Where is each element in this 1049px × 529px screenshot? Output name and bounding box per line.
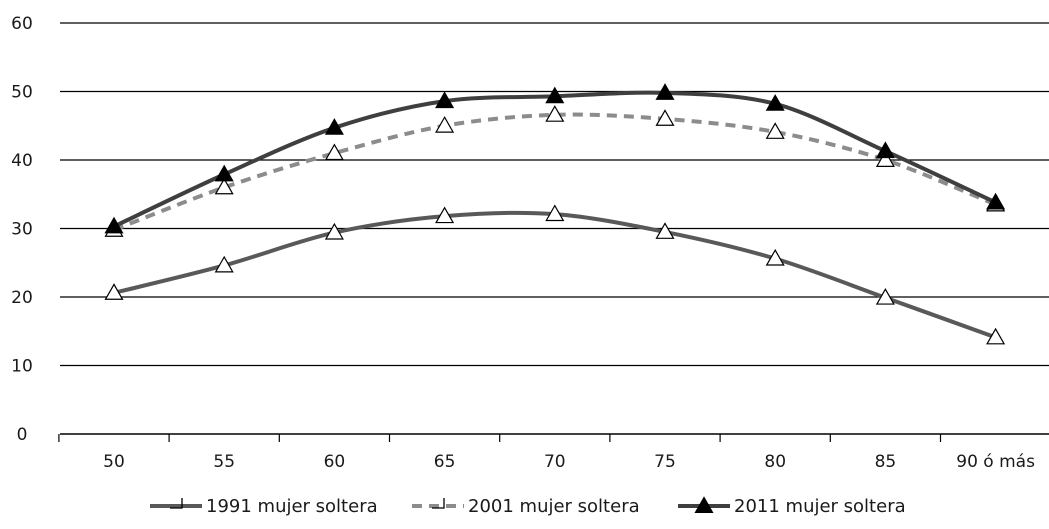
data-point-marker xyxy=(655,109,675,126)
data-point-marker xyxy=(435,206,455,224)
data-point-marker xyxy=(214,255,234,273)
legend-swatch-marker xyxy=(694,496,714,513)
data-point-marker xyxy=(765,122,785,139)
data-point-marker xyxy=(875,141,895,159)
legend-item-2: 2001 mujer soltera xyxy=(412,496,640,517)
y-tick-label: 40 xyxy=(11,151,33,171)
data-point-marker xyxy=(435,91,455,109)
x-tick-label: 65 xyxy=(434,452,456,472)
y-tick-label: 30 xyxy=(11,220,33,240)
series-1 xyxy=(104,204,1006,345)
axis-layer: 0 10 20 30 40 50 60 50 55 60 65 70 75 80 85 90 ó más xyxy=(11,14,1049,472)
legend-swatch-marker xyxy=(170,498,183,509)
grid-layer xyxy=(60,22,1049,367)
series-layer xyxy=(104,83,1006,345)
data-point-marker xyxy=(986,192,1006,210)
x-tick-label: 70 xyxy=(544,452,566,472)
data-point-marker xyxy=(324,118,344,135)
legend: 1991 mujer soltera 2001 mujer soltera 2011… xyxy=(150,496,906,517)
y-tick-label: 20 xyxy=(11,288,33,308)
data-point-marker xyxy=(324,222,344,240)
data-point-marker xyxy=(545,105,565,122)
data-point-marker xyxy=(545,204,565,222)
legend-item-1: 1991 mujer soltera xyxy=(150,496,378,517)
x-tick-label: 80 xyxy=(764,452,786,472)
data-point-marker xyxy=(435,116,455,133)
x-tick-label: 85 xyxy=(875,452,897,472)
data-point-marker xyxy=(986,327,1006,345)
data-point-marker xyxy=(655,83,675,100)
data-point-marker xyxy=(655,222,675,239)
legend-item-3: 2011 mujer soltera xyxy=(678,496,906,517)
data-point-marker xyxy=(214,164,234,182)
y-tick-label: 50 xyxy=(11,83,33,103)
legend-label: 1991 mujer soltera xyxy=(206,496,378,517)
series-line xyxy=(113,210,997,340)
y-tick-label: 60 xyxy=(11,14,33,34)
data-point-marker xyxy=(765,94,785,111)
x-tick-label: 60 xyxy=(324,452,346,472)
y-tick-label: 10 xyxy=(11,357,33,377)
legend-label: 2001 mujer soltera xyxy=(468,496,640,517)
y-tick-label: 0 xyxy=(17,425,28,445)
series-3 xyxy=(104,83,1006,234)
x-tick-label: 90 ó más xyxy=(956,452,1035,472)
legend-label: 2011 mujer soltera xyxy=(734,496,906,517)
x-tick-label: 75 xyxy=(654,452,676,472)
data-point-marker xyxy=(104,283,124,300)
data-point-marker xyxy=(875,150,895,167)
data-point-marker xyxy=(104,216,124,234)
legend-swatch-marker xyxy=(432,498,445,509)
x-tick-label: 50 xyxy=(103,452,125,472)
data-point-marker xyxy=(214,177,234,195)
data-point-marker xyxy=(875,287,895,305)
data-point-marker xyxy=(545,86,565,104)
x-tick-label: 55 xyxy=(213,452,235,472)
data-point-marker xyxy=(765,248,785,266)
data-point-marker xyxy=(324,143,344,161)
